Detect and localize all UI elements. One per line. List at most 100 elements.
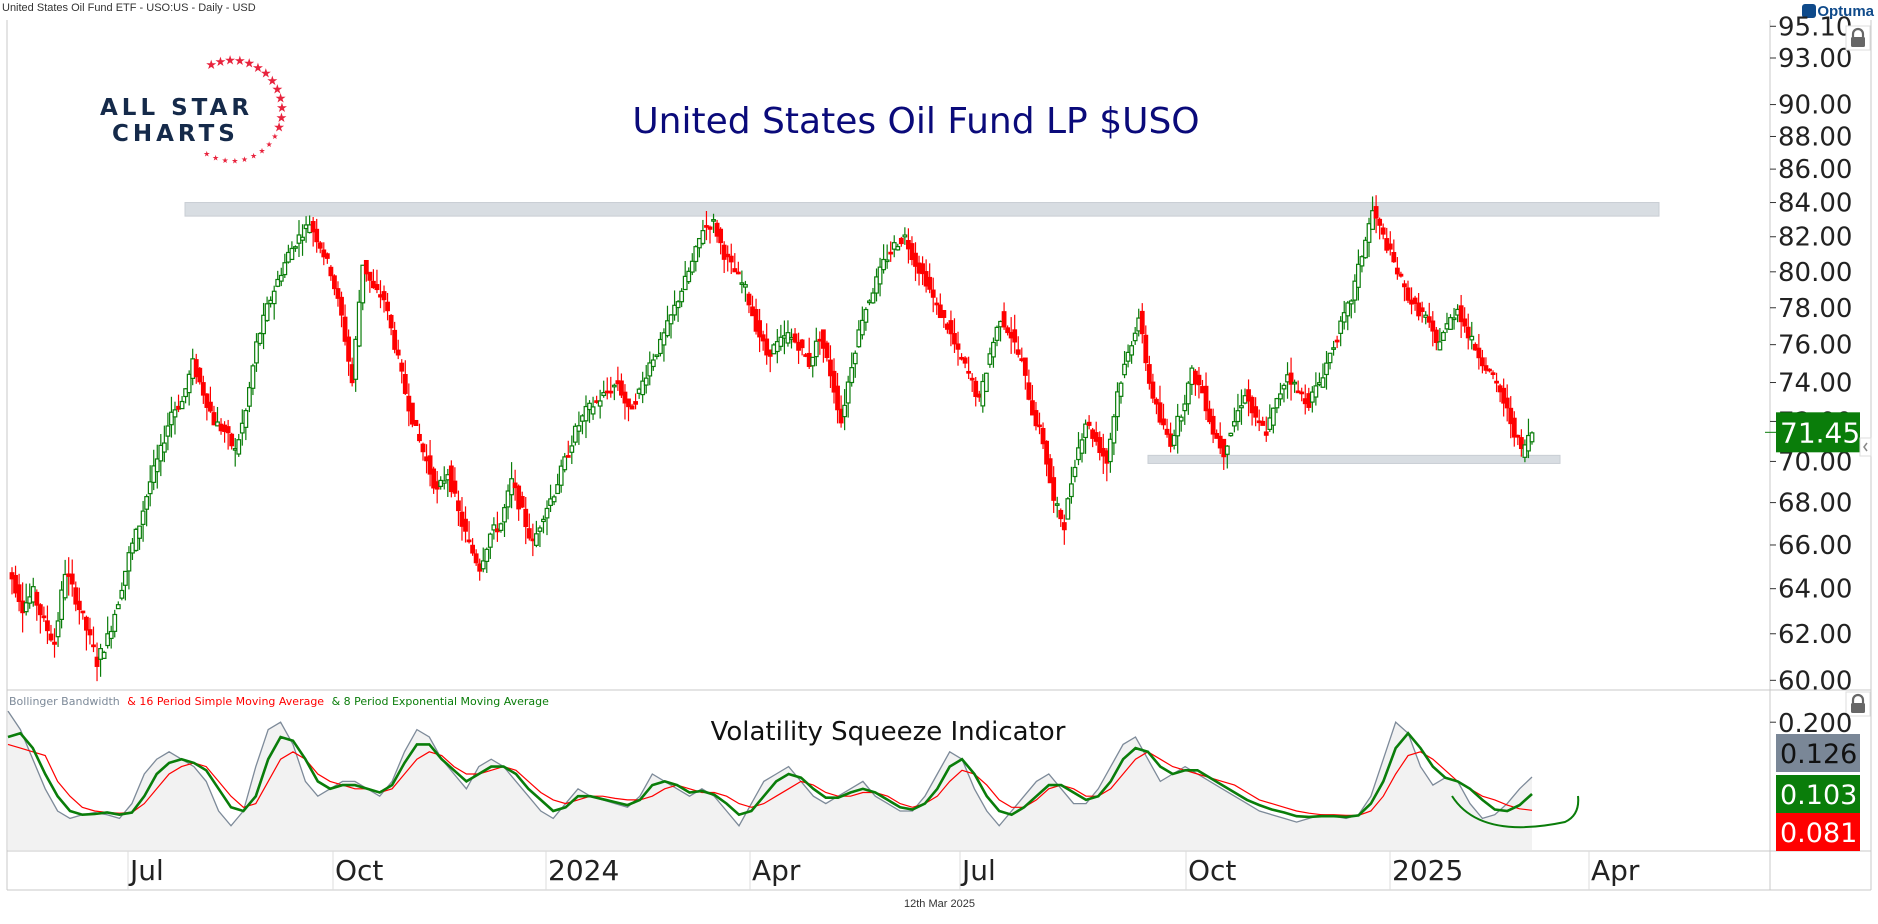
candle	[147, 465, 153, 507]
price-axis[interactable]: 60.0062.0064.0066.0068.0070.0072.0074.00…	[1770, 12, 1852, 696]
candle	[310, 217, 316, 247]
candle	[363, 259, 369, 282]
candle	[704, 211, 709, 241]
candle	[661, 328, 667, 362]
candle	[1274, 397, 1280, 414]
candle	[271, 285, 277, 320]
candle	[1129, 341, 1135, 364]
candle	[1437, 327, 1443, 351]
candle	[1026, 369, 1032, 401]
candle	[1022, 357, 1028, 390]
candle	[62, 559, 68, 601]
candle	[417, 423, 422, 443]
candle	[898, 236, 904, 247]
candle	[402, 360, 408, 395]
candle	[1292, 379, 1298, 393]
candle	[1430, 311, 1436, 347]
indicator-series	[7, 710, 1533, 850]
candle	[633, 393, 638, 410]
candle	[1033, 401, 1039, 431]
lock-icon[interactable]	[1845, 25, 1871, 51]
candle	[672, 290, 677, 321]
indicator-legend: Bollinger Bandwidth & 16 Period Simple M…	[9, 695, 549, 708]
candle	[480, 547, 486, 573]
candle	[1370, 196, 1375, 230]
candle	[1494, 372, 1499, 393]
candle	[1359, 255, 1365, 273]
candle	[842, 389, 848, 431]
candle	[243, 408, 249, 441]
candle	[204, 393, 210, 421]
candle	[622, 384, 628, 420]
ema-value-box	[1776, 775, 1860, 813]
candle	[225, 419, 231, 450]
logo-star: ★	[276, 101, 288, 116]
price-tick-label: 76.00	[1778, 331, 1852, 361]
candle	[859, 306, 865, 340]
candle	[399, 359, 405, 384]
candle	[590, 396, 596, 420]
candle	[668, 314, 674, 339]
candle	[544, 500, 550, 536]
indicator-title: Volatility Squeeze Indicator	[711, 717, 1066, 747]
collapse-arrow-icon[interactable]	[1859, 437, 1872, 457]
candle	[533, 520, 539, 548]
candle	[512, 469, 518, 501]
candle	[1157, 385, 1163, 425]
candle	[792, 328, 798, 344]
candle	[1377, 217, 1383, 240]
x-tick-label: Oct	[1188, 854, 1236, 887]
price-tick-label: 78.00	[1778, 294, 1852, 324]
candle	[824, 340, 830, 362]
candle	[537, 525, 543, 548]
candle	[1327, 352, 1333, 370]
candle	[987, 347, 993, 368]
candle	[611, 383, 617, 401]
candle	[739, 270, 745, 294]
candle	[526, 513, 532, 541]
resistance-band[interactable]	[184, 202, 1660, 217]
candle	[1054, 496, 1060, 518]
logo-star: ★	[250, 152, 257, 161]
candle	[1118, 381, 1124, 404]
last-price-value: 71.45	[1780, 416, 1860, 449]
logo-star: ★	[266, 74, 278, 89]
candle	[112, 609, 118, 638]
candle	[619, 373, 624, 398]
candle	[126, 546, 132, 590]
candle	[1416, 293, 1422, 321]
x-tick-label: Apr	[752, 854, 801, 887]
legend-ema: & 8 Period Exponential Moving Average	[332, 695, 550, 708]
logo-star: ★	[260, 67, 272, 82]
support-band[interactable]	[1147, 454, 1561, 464]
candle	[1203, 372, 1209, 421]
candle	[870, 287, 876, 304]
support-resistance-bands[interactable]	[184, 202, 1660, 464]
candle	[1122, 351, 1127, 379]
candle	[73, 581, 79, 612]
price-tick-label: 82.00	[1778, 223, 1852, 253]
candle	[845, 375, 851, 418]
candle	[934, 297, 940, 315]
candle	[1263, 416, 1269, 442]
candle	[1476, 333, 1482, 370]
candle	[335, 281, 341, 307]
candle	[1299, 387, 1305, 402]
candle	[1387, 231, 1393, 256]
bbw-area	[8, 711, 1532, 850]
candle	[1001, 302, 1007, 330]
lock-icon[interactable]	[1845, 691, 1871, 717]
candle	[1501, 378, 1507, 417]
candle	[1097, 431, 1103, 461]
candle	[948, 310, 954, 347]
candle	[48, 624, 54, 642]
candle	[1012, 314, 1018, 354]
candle	[1111, 413, 1117, 456]
optuma-icon	[1802, 4, 1817, 18]
candle	[852, 350, 858, 378]
candle	[689, 253, 695, 276]
candle	[1331, 340, 1336, 356]
candle	[293, 245, 298, 252]
candle	[105, 616, 111, 649]
candle	[1246, 379, 1251, 417]
